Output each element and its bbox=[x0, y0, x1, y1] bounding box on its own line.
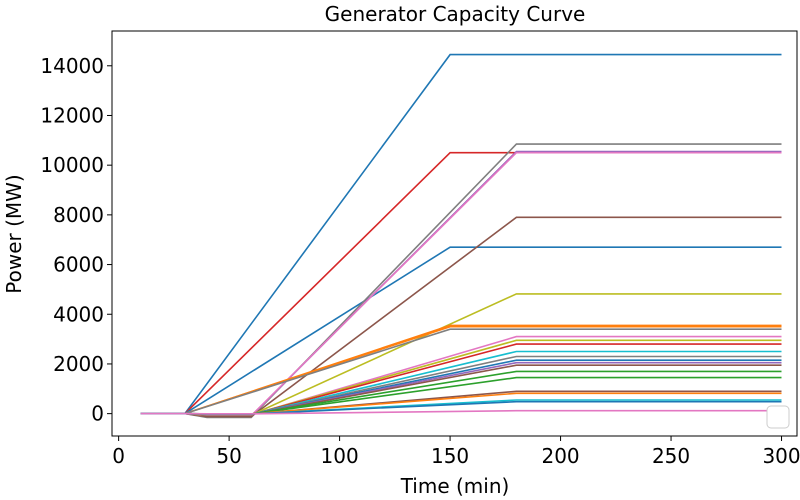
y-tick-label: 14000 bbox=[40, 54, 104, 78]
series-line-18 bbox=[140, 361, 782, 416]
x-tick-label: 50 bbox=[216, 444, 241, 468]
x-axis-ticks: 0 50 100 150 200 250 300 bbox=[112, 436, 800, 468]
x-tick-label: 0 bbox=[112, 444, 125, 468]
y-tick-label: 10000 bbox=[40, 153, 104, 177]
y-axis-ticks: 0 2000 4000 6000 8000 10000 12000 14000 bbox=[40, 54, 112, 426]
y-tick-label: 6000 bbox=[53, 253, 104, 277]
series-line-3 bbox=[140, 246, 782, 415]
series-line-2 bbox=[140, 151, 782, 415]
y-tick-label: 4000 bbox=[53, 302, 104, 326]
y-tick-label: 8000 bbox=[53, 203, 104, 227]
x-tick-label: 300 bbox=[762, 444, 800, 468]
x-tick-label: 150 bbox=[431, 444, 469, 468]
series-line-26 bbox=[140, 409, 782, 415]
x-tick-label: 250 bbox=[652, 444, 690, 468]
series-line-19 bbox=[140, 364, 782, 416]
y-tick-label: 12000 bbox=[40, 103, 104, 127]
x-tick-label: 200 bbox=[541, 444, 579, 468]
y-axis-label: Power (MW) bbox=[2, 174, 26, 293]
plot-frame bbox=[111, 30, 798, 437]
y-tick-label: 0 bbox=[91, 402, 104, 426]
series-line-5 bbox=[140, 150, 782, 417]
plot-lines bbox=[140, 53, 782, 419]
series-line-4 bbox=[140, 143, 782, 419]
x-tick-label: 100 bbox=[321, 444, 359, 468]
chart-title: Generator Capacity Curve bbox=[325, 2, 586, 26]
y-tick-label: 2000 bbox=[53, 352, 104, 376]
x-axis-label: Time (min) bbox=[400, 474, 510, 498]
legend-box bbox=[766, 405, 790, 429]
